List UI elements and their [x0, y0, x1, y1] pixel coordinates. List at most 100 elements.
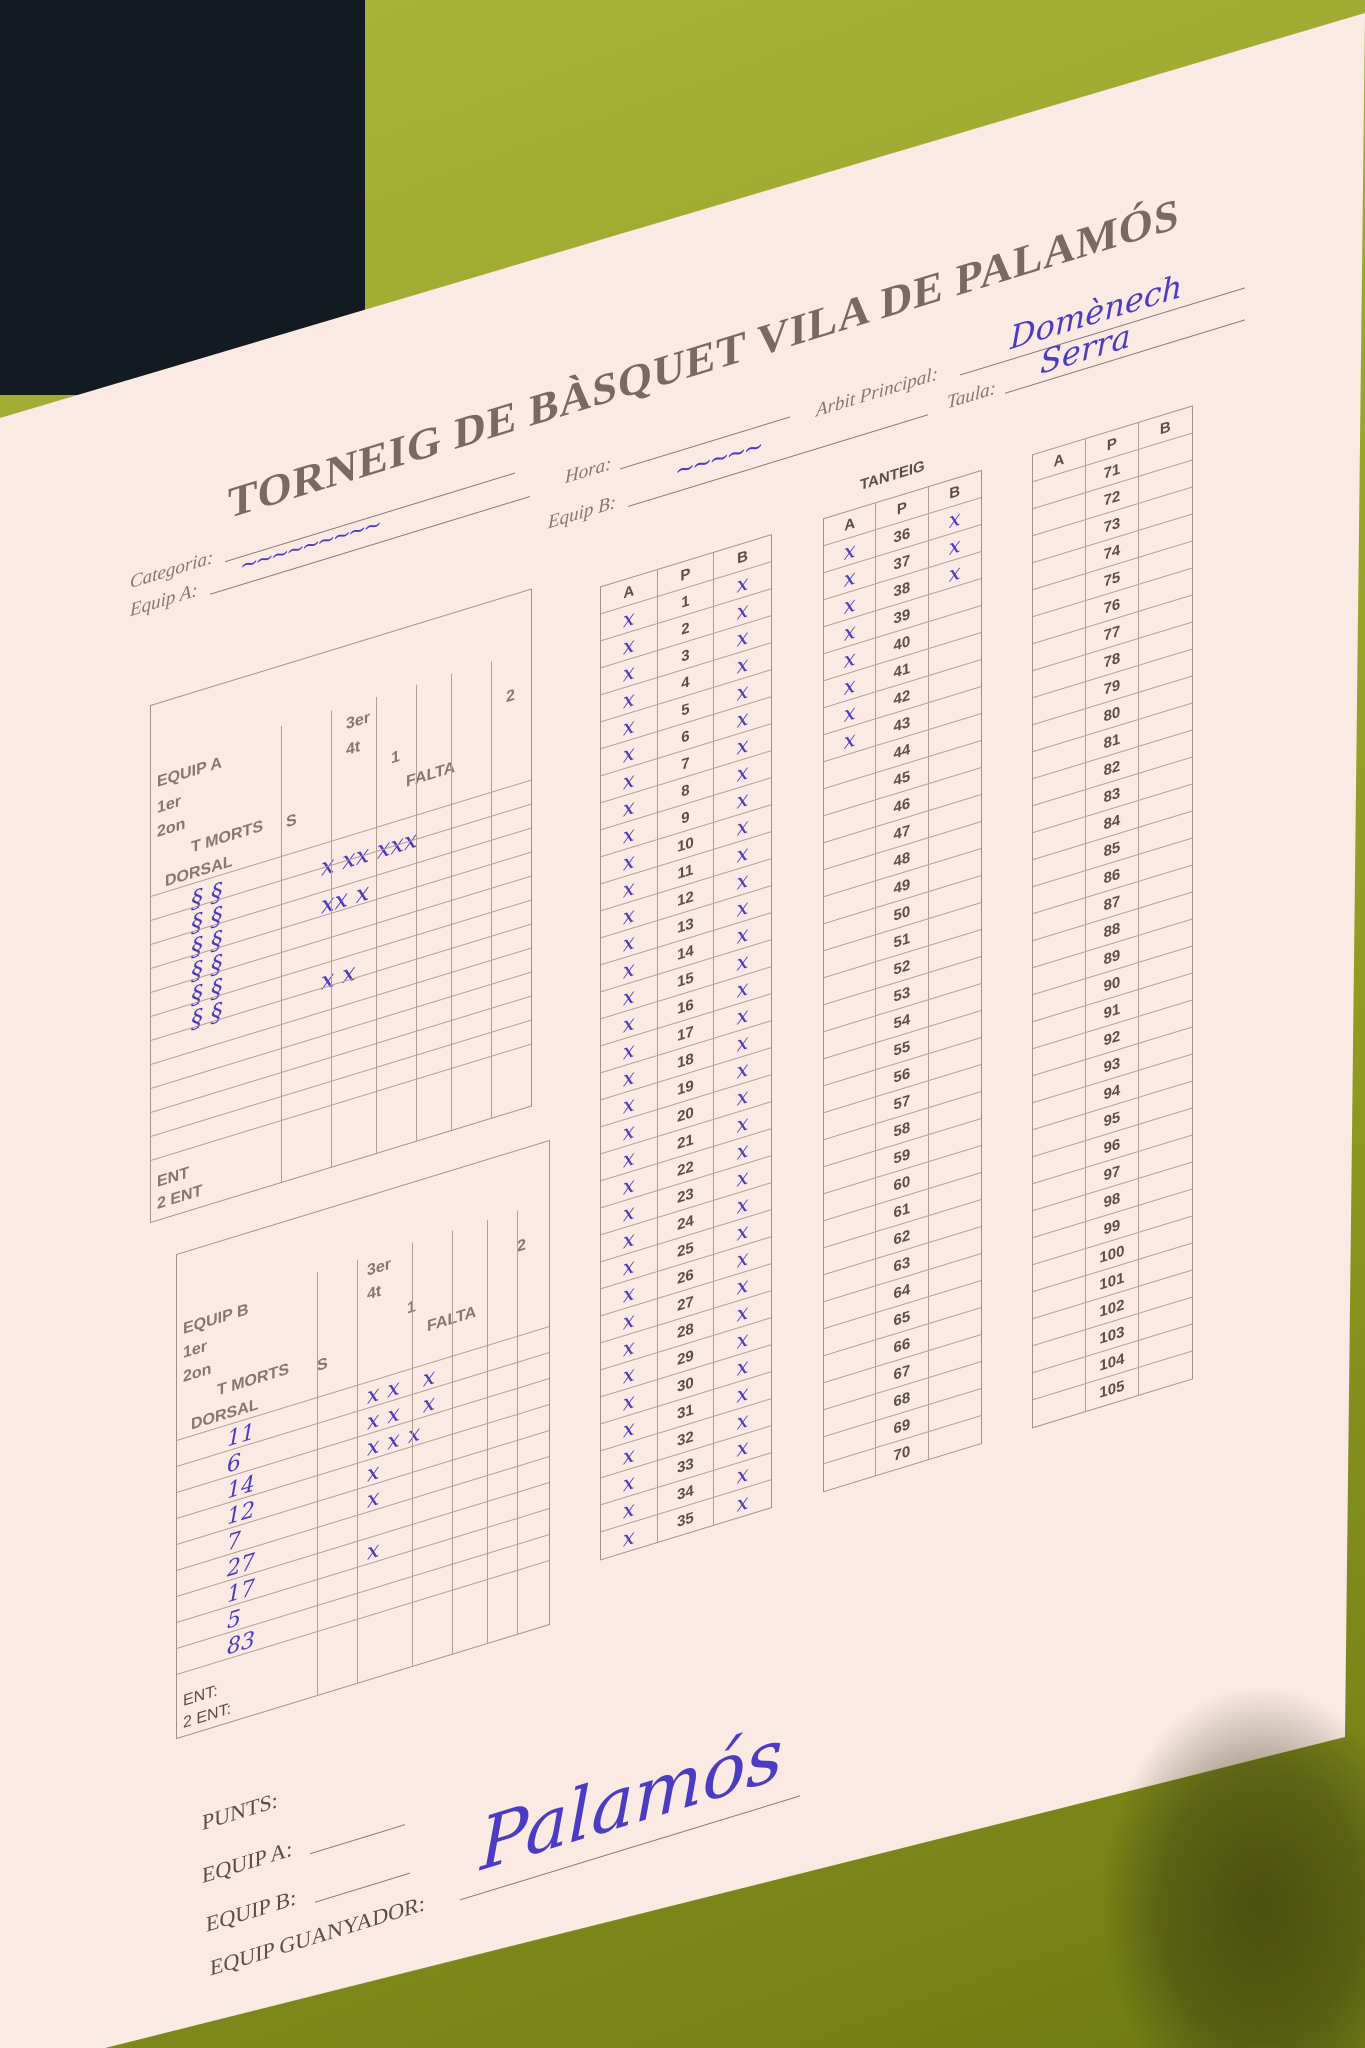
score-mark: x [736, 948, 749, 976]
score-mark: x [622, 1144, 635, 1173]
score-mark: x [622, 1441, 635, 1470]
score-mark: x [736, 921, 749, 949]
score-mark: x [622, 955, 635, 984]
score-mark: x [622, 1117, 635, 1146]
score-mark: x [736, 786, 749, 814]
score-mark: x [622, 1495, 635, 1524]
score-mark: x [736, 1461, 749, 1489]
grid-line [487, 1219, 488, 1644]
team-a-num-2: 2 [506, 686, 515, 707]
score-mark: x [736, 1056, 749, 1084]
score-mark: x [736, 1110, 749, 1138]
score-column: A P B 71 72 73 74 75 76 77 78 79 80 81 82 83 84 85 86 87 88 8… [1032, 405, 1193, 1429]
score-mark: x [736, 840, 749, 868]
score-mark: x [736, 1029, 749, 1057]
score-mark: x [622, 712, 635, 741]
score-mark: x [622, 685, 635, 714]
score-mark: x [736, 759, 749, 787]
team-b-num-2: 2 [517, 1236, 526, 1256]
grid-line [491, 661, 492, 1118]
team-b-foul-list: xx x xx x xxx x x x [367, 1361, 443, 1618]
score-mark: x [948, 505, 961, 533]
grid-line [376, 696, 377, 1154]
punts-label: PUNTS: [202, 1787, 278, 1836]
score-mark: x [736, 1245, 749, 1273]
score-mark: x [622, 847, 635, 876]
score-mark: x [622, 1252, 635, 1281]
score-mark: x [843, 645, 856, 674]
score-mark: x [736, 894, 749, 922]
score-mark: x [736, 732, 749, 760]
score-mark: x [736, 1299, 749, 1327]
score-mark: x [622, 658, 635, 687]
score-mark: x [622, 820, 635, 849]
shadow [1105, 1690, 1365, 2048]
score-mark: x [736, 813, 749, 841]
score-mark: x [622, 1009, 635, 1038]
score-mark: x [622, 1387, 635, 1416]
team-a-label: EQUIP A [157, 754, 222, 792]
team-b-period-1: 1er [183, 1337, 208, 1363]
score-mark: x [843, 564, 856, 593]
score-mark: x [843, 699, 856, 728]
score-mark: x [622, 901, 635, 930]
score-mark: x [736, 651, 749, 679]
team-b-period-4: 4t [367, 1282, 382, 1304]
score-mark: x [843, 537, 856, 566]
score-mark: x [736, 624, 749, 652]
score-mark: x [622, 982, 635, 1011]
score-mark: x [622, 631, 635, 660]
score-mark: x [622, 766, 635, 795]
score-mark: x [843, 726, 856, 755]
score-mark: x [736, 1083, 749, 1111]
hora-label: Hora: [565, 453, 612, 489]
score-mark: x [736, 1002, 749, 1030]
score-mark: x [736, 867, 749, 895]
footer-equip-a-label: EQUIP A: [202, 1835, 293, 1889]
score-mark: x [622, 1171, 635, 1200]
team-a-falta: FALTA [406, 758, 456, 791]
team-a-period-2: 2on [157, 815, 186, 842]
score-mark: x [736, 570, 749, 598]
grid-line [317, 1271, 318, 1696]
score-mark: x [622, 1063, 635, 1092]
grid-line [151, 1043, 531, 1161]
grid-line [517, 1210, 518, 1634]
score-mark: x [736, 678, 749, 706]
score-mark: x [843, 591, 856, 620]
team-b-label: EQUIP B [183, 1301, 249, 1339]
score-mark: x [736, 975, 749, 1003]
score-mark: x [622, 604, 635, 633]
team-a-period-1: 1er [157, 792, 182, 818]
guanyador-value: Palamós [480, 1710, 783, 1888]
equip-a-handwriting: ~~~~~~~~~ [240, 512, 379, 580]
team-a-period-4: 4t [346, 737, 361, 760]
score-mark: x [622, 1036, 635, 1065]
score-mark: x [736, 1353, 749, 1381]
grid-line [357, 1259, 358, 1683]
team-a-period-3: 3er [346, 708, 371, 734]
tanteig-label: TANTEIG [860, 457, 925, 495]
score-mark: x [622, 1306, 635, 1335]
score-mark: x [622, 928, 635, 957]
score-mark: x [736, 1407, 749, 1435]
arbit-label: Arbit Principal: [816, 363, 938, 422]
score-mark: x [948, 532, 961, 560]
team-b-period-2: 2on [183, 1360, 212, 1387]
team-b-box: EQUIP B 1er 2on 3er 4t 1 2 T MORTS S FAL… [176, 1139, 550, 1740]
score-mark: x [622, 874, 635, 903]
team-a-num-1: 1 [391, 747, 400, 768]
score-mark: x [622, 1333, 635, 1362]
score-mark: x [622, 793, 635, 822]
footer-equip-a-line [310, 1824, 405, 1855]
score-mark: x [736, 1326, 749, 1354]
grid-line [331, 710, 332, 1167]
grid-line [281, 725, 282, 1183]
score-mark: x [736, 1488, 749, 1517]
score-mark: x [622, 1279, 635, 1308]
grid-line [451, 673, 452, 1131]
equip-b-label: Equip B: [548, 491, 617, 534]
score-mark: x [843, 672, 856, 701]
